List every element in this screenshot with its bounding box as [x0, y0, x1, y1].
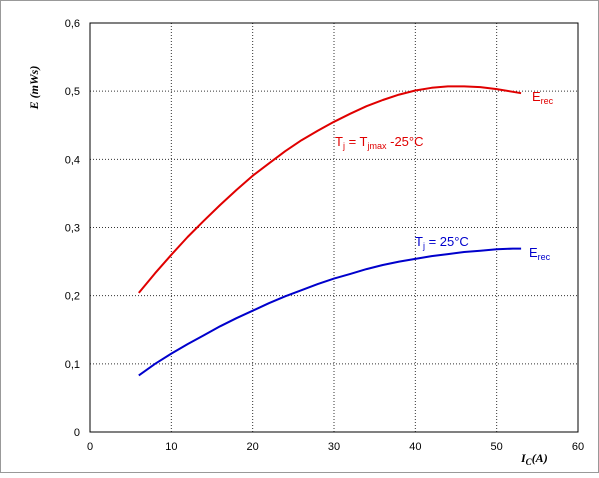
plot-area	[89, 22, 579, 433]
series-group	[138, 85, 522, 377]
x-tick-label: 30	[328, 441, 340, 453]
y-axis-label: E (mWs)	[27, 66, 41, 111]
series-labels: Erec Tj = Tjmax -25°C Erec Tj = 25°C	[335, 89, 554, 262]
series-end-label-1: Erec	[532, 89, 554, 106]
x-tick-label: 40	[409, 441, 421, 453]
y-tick-label: 0,5	[65, 86, 80, 98]
x-tick-label: 0	[87, 441, 93, 453]
y-tick-label: 0,2	[65, 291, 80, 303]
series-line-2	[138, 247, 522, 377]
x-tick-labels: 0 10 20 30 40 50 60	[87, 441, 584, 453]
x-label-tail: (A)	[532, 451, 548, 465]
x-axis-label: IC(A)	[520, 451, 548, 467]
label-main: E	[529, 245, 538, 260]
y-tick-labels: 0 0,1 0,2 0,3 0,4 0,5 0,6	[65, 18, 80, 439]
series-annotation-1: Tj = Tjmax -25°C	[335, 134, 424, 151]
series-annotation-2: Tj = 25°C	[415, 234, 469, 251]
x-tick-label: 20	[247, 441, 259, 453]
label-sub: rec	[538, 252, 551, 262]
x-tick-label: 60	[572, 441, 584, 453]
x-label-main: I	[520, 451, 527, 465]
label-main: E	[532, 89, 541, 104]
series-line-1	[138, 85, 522, 294]
x-tick-label: 10	[165, 441, 177, 453]
annotation-part: T	[335, 134, 343, 149]
annotation-part: = T	[345, 134, 368, 149]
annotation-part: j	[342, 141, 345, 151]
annotation-part: = 25°C	[425, 234, 469, 249]
y-tick-label: 0,3	[65, 223, 80, 235]
y-tick-label: 0,4	[65, 154, 80, 166]
y-tick-label: 0,1	[65, 359, 80, 371]
y-tick-label: 0	[74, 427, 80, 439]
annotation-part: jmax	[366, 141, 387, 151]
annotation-part: T	[415, 234, 423, 249]
annotation-part: -25°C	[387, 134, 424, 149]
label-sub: rec	[541, 96, 554, 106]
series-end-label-2: Erec	[529, 245, 551, 262]
annotation-part: j	[422, 241, 425, 251]
y-tick-label: 0,6	[65, 18, 80, 30]
x-tick-label: 50	[491, 441, 503, 453]
grid	[90, 23, 578, 432]
x-label-sub: C	[526, 457, 533, 467]
